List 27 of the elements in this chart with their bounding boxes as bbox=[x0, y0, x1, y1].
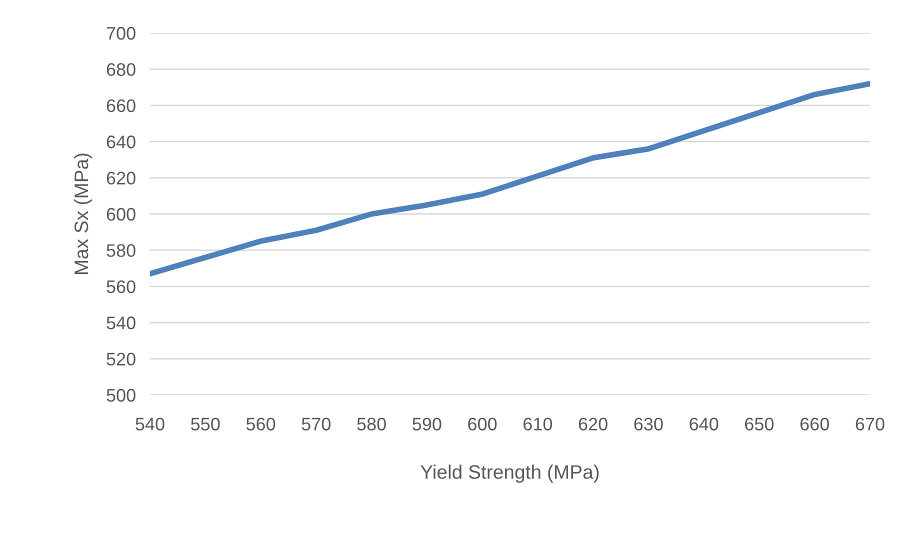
y-tick-label: 600 bbox=[106, 208, 136, 221]
x-tick-label: 550 bbox=[191, 418, 220, 430]
y-tick-label: 680 bbox=[106, 63, 136, 76]
x-tick-label: 640 bbox=[690, 418, 718, 430]
y-tick-label: 660 bbox=[106, 99, 136, 112]
x-tick-label: 670 bbox=[856, 418, 884, 430]
y-tick-label: 640 bbox=[106, 136, 136, 148]
x-tick-label: 580 bbox=[357, 418, 386, 430]
y-axis-title: Max Sx (MPa) bbox=[74, 154, 92, 274]
x-tick-label: 570 bbox=[302, 418, 331, 430]
x-tick-label: 560 bbox=[246, 418, 276, 430]
x-tick-label: 610 bbox=[524, 418, 552, 430]
y-tick-label: 500 bbox=[106, 388, 136, 402]
y-tick-label: 620 bbox=[106, 172, 136, 185]
x-tick-label: 630 bbox=[634, 418, 663, 430]
x-tick-label: 540 bbox=[136, 418, 164, 430]
x-tick-label: 600 bbox=[468, 418, 497, 430]
x-tick-label: 660 bbox=[800, 418, 829, 430]
x-tick-label: 650 bbox=[745, 418, 774, 430]
y-tick-label: 560 bbox=[106, 280, 136, 294]
x-tick-label: 590 bbox=[412, 418, 442, 430]
y-tick-label: 520 bbox=[106, 352, 136, 366]
y-tick-label: 580 bbox=[106, 244, 136, 257]
x-tick-label: 620 bbox=[578, 418, 608, 430]
y-tick-label: 700 bbox=[106, 26, 136, 40]
y-tick-label: 540 bbox=[106, 316, 136, 330]
x-axis-title: Yield Strength (MPa) bbox=[420, 464, 599, 483]
